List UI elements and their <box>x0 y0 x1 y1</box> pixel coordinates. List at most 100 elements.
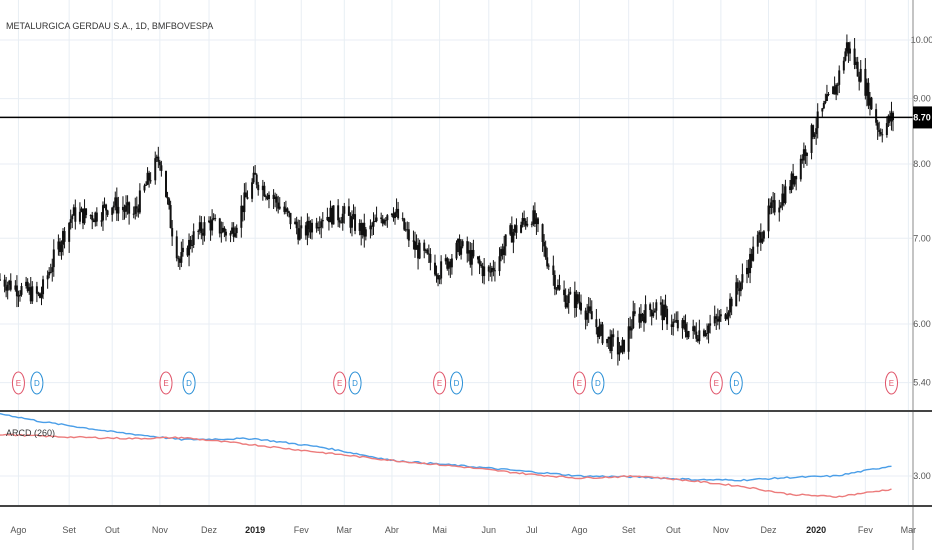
price-candle-body <box>599 324 602 326</box>
price-series[interactable] <box>0 34 913 366</box>
price-candle-body <box>197 230 200 232</box>
indicator-tick-label: 3.00 <box>913 471 931 481</box>
time-tick-label: Jun <box>482 525 497 535</box>
price-candle-body <box>201 232 204 236</box>
price-candle-body <box>89 215 92 217</box>
earnings-marker[interactable]: E <box>433 371 447 395</box>
price-candle-body <box>498 256 501 272</box>
price-candle-body <box>103 204 106 206</box>
price-candle-body <box>601 324 604 344</box>
price-candle-body <box>460 246 463 255</box>
price-candle-body <box>92 220 95 223</box>
price-candle-body <box>257 184 260 191</box>
price-candle-body <box>504 234 507 247</box>
price-candle-body <box>466 241 469 254</box>
dividend-marker[interactable]: D <box>182 371 196 395</box>
event-marker-letter: D <box>34 379 40 388</box>
time-tick-label: Abr <box>385 525 399 535</box>
price-candle-body <box>503 246 506 256</box>
price-candle-body <box>198 222 201 231</box>
price-candle-body <box>263 185 266 197</box>
price-candle-body <box>653 310 656 313</box>
price-candle-body <box>306 220 309 236</box>
dividend-marker[interactable]: D <box>348 371 362 395</box>
price-candle-body <box>429 254 432 263</box>
dividend-marker[interactable]: D <box>450 371 463 395</box>
dividend-marker[interactable]: D <box>729 371 743 395</box>
price-candle-body <box>315 222 318 229</box>
event-marker-outline <box>159 371 173 395</box>
price-candle-body <box>395 208 398 213</box>
price-candle-body <box>229 232 232 236</box>
price-candle-body <box>126 202 129 206</box>
price-candle-body <box>707 325 710 333</box>
price-candle-body <box>0 279 1 281</box>
price-candle-body <box>254 172 257 175</box>
price-candle-body <box>510 225 513 243</box>
price-candle-body <box>865 82 868 96</box>
price-candle-body <box>304 225 307 236</box>
price-candle-body <box>412 240 415 242</box>
price-candle-body <box>175 236 178 259</box>
earnings-marker[interactable]: E <box>11 371 25 395</box>
price-candle-body <box>888 115 891 122</box>
price-candle-body <box>730 298 733 307</box>
price-candle-body <box>769 205 772 208</box>
price-candle-body <box>729 298 732 313</box>
price-candle-body <box>756 234 759 247</box>
price-candle-body <box>541 224 544 243</box>
time-tick-label: Set <box>62 525 76 535</box>
price-candle-body <box>458 239 461 255</box>
price-candle-body <box>424 249 427 251</box>
price-candle-body <box>686 331 689 338</box>
price-candle-body <box>337 205 340 221</box>
price-candle-body <box>652 312 655 317</box>
indicator-series[interactable] <box>0 412 892 499</box>
price-candle-body <box>543 242 546 247</box>
price-candle-body <box>876 122 879 130</box>
price-candle-body <box>627 326 630 352</box>
price-candle-body <box>25 281 28 287</box>
price-candle-body <box>158 161 161 166</box>
earnings-marker[interactable]: E <box>159 371 173 395</box>
price-candle-body <box>403 218 406 230</box>
dividend-marker[interactable]: D <box>591 371 605 395</box>
price-candle-body <box>881 134 884 136</box>
price-candle-body <box>810 125 813 153</box>
price-candle-body <box>698 330 701 342</box>
price-candle-body <box>727 312 730 317</box>
price-candle-body <box>629 326 632 331</box>
price-candle-body <box>278 206 281 209</box>
price-candle-body <box>46 275 49 280</box>
price-candle-body <box>480 264 483 267</box>
price-candle-body <box>42 279 45 295</box>
price-candle-body <box>659 302 662 305</box>
price-candle-body <box>83 208 86 224</box>
price-candle-body <box>166 196 169 199</box>
price-candle-body <box>455 242 458 259</box>
price-candle-body <box>649 304 652 311</box>
price-candle-body <box>145 184 148 186</box>
price-candle-body <box>427 253 430 255</box>
price-candle-body <box>264 196 267 198</box>
price-candle-body <box>596 327 599 337</box>
price-candle-body <box>704 333 707 337</box>
event-marker-outline <box>348 371 362 395</box>
price-candle-body <box>168 198 171 206</box>
price-candle-body <box>832 86 835 95</box>
earnings-marker[interactable]: E <box>572 371 586 395</box>
price-candle-body <box>696 338 699 342</box>
price-candle-body <box>414 241 416 250</box>
earnings-marker[interactable]: E <box>709 371 723 395</box>
price-candle-body <box>487 266 490 272</box>
event-marker-outline <box>30 371 44 395</box>
price-candle-body <box>224 231 227 236</box>
price-candle-body <box>283 206 286 212</box>
time-tick-label: 2019 <box>245 525 265 535</box>
earnings-marker[interactable]: E <box>884 371 898 395</box>
dividend-marker[interactable]: D <box>30 371 44 395</box>
earnings-marker[interactable]: E <box>333 371 347 395</box>
price-candle-body <box>251 182 254 199</box>
